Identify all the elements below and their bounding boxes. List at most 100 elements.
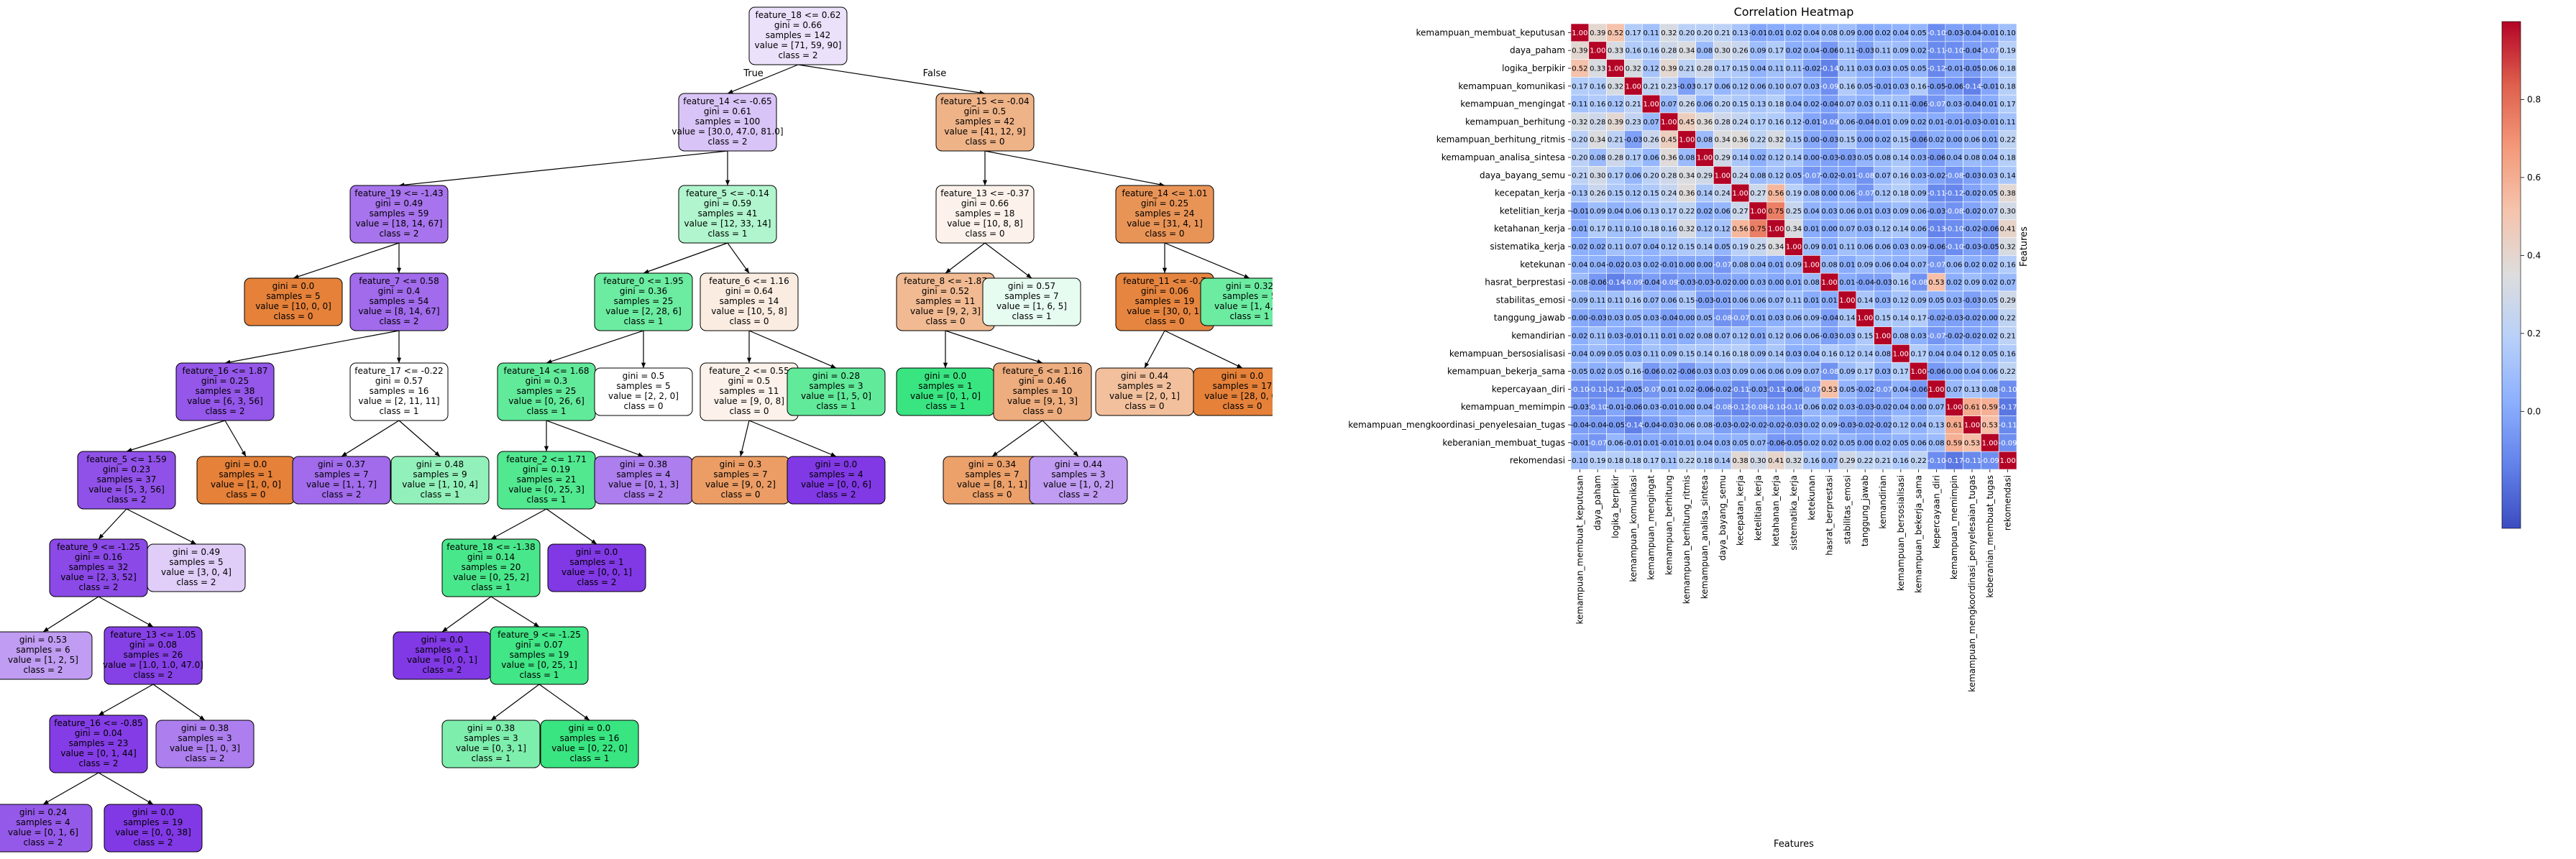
heatmap-cell-value: 0.18 — [1732, 350, 1748, 358]
heatmap-cell — [1998, 290, 2017, 310]
tree-node-line: gini = 0.0 — [272, 281, 315, 291]
heatmap-cell-value: 0.06 — [1839, 208, 1855, 216]
heatmap-cell — [1945, 255, 1963, 274]
heatmap-cell — [1838, 219, 1857, 238]
heatmap-cell-value: 0.32 — [1768, 137, 1784, 144]
tree-node-line: samples = 3 — [1051, 469, 1105, 479]
heatmap-cell-value: -0.01 — [1659, 261, 1678, 269]
heatmap-cell-value: 0.07 — [1946, 386, 1962, 394]
heatmap-cell — [1748, 380, 1768, 399]
heatmap-cell-value: 0.06 — [1626, 208, 1641, 216]
heatmap-cell-value: 0.03 — [1875, 65, 1891, 73]
heatmap-cell-value: 0.09 — [1910, 297, 1926, 305]
heatmap-cell-value: 0.21 — [1643, 83, 1659, 91]
heatmap-cell — [1963, 290, 1981, 310]
heatmap-cell — [1606, 148, 1625, 167]
heatmap-cell — [1641, 237, 1661, 256]
tree-edge — [441, 596, 492, 633]
heatmap-cell-value: -0.06 — [1981, 226, 1999, 234]
heatmap-cell — [1677, 272, 1696, 292]
tree-node-line: class = 2 — [23, 837, 63, 847]
heatmap-cell-value: 0.28 — [1590, 119, 1605, 127]
heatmap-cell — [1981, 219, 1999, 238]
heatmap-col-label: rekomendasi — [2003, 475, 2013, 530]
heatmap-cell-value: -0.14 — [1820, 65, 1839, 73]
heatmap-cell — [1784, 201, 1803, 221]
tree-edge — [538, 684, 590, 721]
heatmap-cell-value: 0.02 — [1661, 368, 1677, 376]
heatmap-cell — [1927, 451, 1946, 470]
heatmap-row-labels: kemampuan_membuat_keputusan daya_pahamlog… — [1348, 27, 1571, 466]
heatmap-cell — [1945, 398, 1963, 416]
heatmap-col-label: daya_paham — [1592, 475, 1603, 530]
tree-node-line: value = [10, 8, 8] — [947, 219, 1023, 229]
heatmap-cell-value: 0.05 — [1608, 368, 1623, 376]
heatmap-cell-value: 0.39 — [1661, 65, 1677, 73]
tree-node-line: samples = 2 — [1117, 381, 1171, 391]
heatmap-cell — [1981, 308, 1999, 327]
heatmap-cell — [1909, 362, 1928, 381]
heatmap-cell-value: 0.17 — [1893, 368, 1909, 376]
heatmap-cell — [1570, 130, 1590, 149]
heatmap-cell — [1838, 166, 1857, 185]
tree-node-line: value = [0, 1, 0] — [910, 391, 981, 401]
heatmap-cell — [1659, 398, 1679, 416]
heatmap-cell — [1766, 398, 1785, 416]
heatmap-cell-value: 0.08 — [1697, 47, 1713, 55]
heatmap-row-label: kemampuan_memimpin — [1461, 402, 1565, 412]
heatmap-cell — [1998, 433, 2017, 452]
tree-node-line: gini = 0.48 — [416, 459, 464, 469]
heatmap-cell-value: -0.06 — [1910, 386, 1928, 394]
heatmap-cell — [1784, 380, 1803, 399]
heatmap-cell-value: 0.17 — [1768, 47, 1784, 55]
heatmap-cell — [1874, 130, 1892, 149]
heatmap-cell-value: 0.06 — [1750, 83, 1766, 91]
tree-node-line: gini = 0.23 — [103, 464, 150, 474]
heatmap-cell — [1784, 415, 1803, 434]
heatmap-cell-value: -0.02 — [1927, 172, 1945, 180]
heatmap-cell-value: 0.01 — [1821, 297, 1837, 305]
heatmap-cell — [1927, 433, 1946, 452]
tree-node-line: samples = 54 — [370, 296, 429, 306]
tree-node-line: value = [9, 0, 2] — [705, 479, 776, 490]
heatmap-cell — [1998, 112, 2017, 132]
heatmap-cell-value: -0.01 — [1945, 65, 1963, 73]
tree-edge-arrow — [638, 452, 643, 457]
heatmap-cell-value: 0.01 — [1839, 279, 1855, 287]
heatmap-cell-value: 0.09 — [1839, 29, 1855, 37]
heatmap-cell-value: 0.06 — [1804, 333, 1820, 341]
tree-node-line: value = [9, 2, 3] — [910, 306, 981, 316]
heatmap-col-label: keberanian_membuat_tugas — [1985, 475, 1995, 598]
heatmap-cell-value: 0.30 — [1590, 172, 1605, 180]
heatmap-cell-value: 0.21 — [1608, 137, 1623, 144]
heatmap-cell — [1856, 398, 1874, 416]
heatmap-cell-value: 0.14 — [1786, 155, 1802, 162]
heatmap-cell — [1624, 148, 1643, 167]
heatmap-cell — [1998, 308, 2017, 327]
heatmap-cell — [1838, 290, 1857, 310]
heatmap-cell — [1981, 272, 1999, 292]
heatmap-cell-value: 0.09 — [1893, 208, 1909, 216]
heatmap-cell-value: -0.03 — [1624, 137, 1643, 144]
heatmap-cell — [1945, 290, 1963, 310]
heatmap-cell-value: 0.17 — [1608, 172, 1623, 180]
heatmap-cell — [1588, 415, 1607, 434]
heatmap-cell-value: 0.15 — [1679, 244, 1695, 252]
tree-node-line: value = [41, 12, 9] — [944, 127, 1025, 137]
heatmap-cell — [1998, 59, 2017, 78]
heatmap-cell-value: 0.24 — [1732, 172, 1748, 180]
tree-node-box — [787, 367, 886, 416]
heatmap-cell-value: 0.20 — [1572, 155, 1587, 162]
heatmap-cell-value: 0.16 — [1626, 368, 1641, 376]
colorbar-tick-label: 0.6 — [2527, 173, 2541, 183]
heatmap-row-label: keberanian_membuat_tugas — [1442, 438, 1565, 448]
heatmap-cell-value: 0.04 — [1697, 404, 1713, 412]
heatmap-cell — [1874, 219, 1892, 238]
heatmap-cell — [1927, 201, 1946, 221]
heatmap-cell — [1588, 237, 1607, 256]
heatmap-cell — [1641, 77, 1661, 96]
heatmap-cell — [1748, 148, 1768, 167]
heatmap-cell — [1713, 77, 1732, 96]
heatmap-cell-value: 0.03 — [1982, 172, 1998, 180]
